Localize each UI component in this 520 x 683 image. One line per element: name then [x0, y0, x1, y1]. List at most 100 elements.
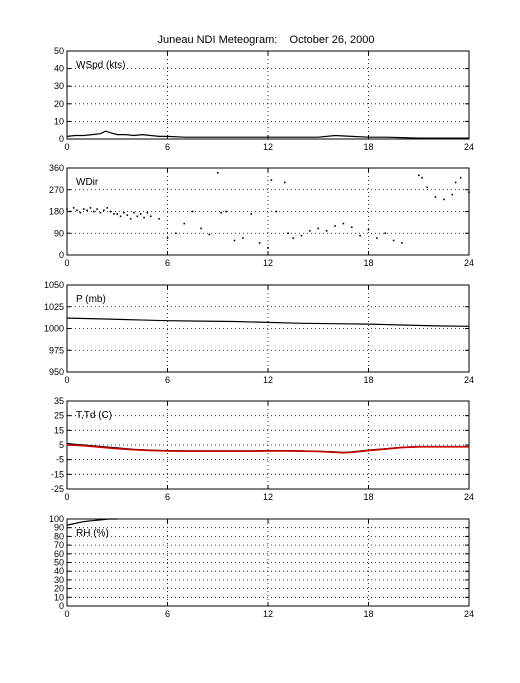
wind-dir-point	[143, 216, 145, 219]
y-tick-label: 0	[59, 250, 64, 260]
wind-dir-point	[459, 176, 462, 179]
y-tick-label: 50	[54, 46, 64, 56]
wind-dir-point	[426, 186, 428, 189]
x-tick-label: 24	[464, 375, 474, 385]
wind-dir-point	[96, 208, 98, 210]
wind-dir-point	[359, 234, 361, 237]
x-tick-label: 18	[363, 375, 373, 385]
x-tick-label: 18	[363, 142, 373, 152]
x-tick-label: 12	[263, 609, 273, 619]
y-tick-label: 1025	[44, 302, 64, 312]
series-line-0	[66, 317, 470, 327]
x-tick-label: 24	[464, 258, 474, 268]
wind-dir-point	[191, 210, 194, 213]
x-tick-label: 6	[165, 609, 170, 619]
chart-title: Juneau NDI Meteogram: October 26, 2000	[157, 34, 374, 46]
wind-dir-point	[183, 222, 186, 225]
wind-dir-point	[79, 211, 82, 214]
y-tick-label: 360	[49, 163, 64, 173]
wind-dir-point	[106, 207, 108, 209]
wind-dir-point	[342, 222, 345, 225]
wind-dir-point	[270, 179, 273, 181]
x-tick-label: 6	[165, 258, 170, 268]
panel-label: WSpd (kts)	[76, 60, 125, 71]
wind-dir-point	[103, 209, 105, 212]
wind-dir-point	[216, 172, 219, 174]
y-tick-label: 25	[54, 411, 64, 421]
wind-dir-point	[119, 215, 122, 218]
y-tick-label: -25	[51, 484, 64, 494]
wind-dir-point	[126, 214, 129, 216]
series-line-1	[66, 444, 469, 454]
series-line-0	[66, 130, 469, 139]
wind-dir-point	[287, 232, 289, 235]
x-tick-label: 6	[165, 142, 170, 152]
y-tick-label: 50	[54, 558, 64, 568]
wind-dir-point	[283, 181, 286, 184]
x-tick-label: 6	[165, 492, 170, 502]
y-tick-label: 10	[54, 592, 64, 602]
wind-dir-point	[116, 213, 119, 215]
wind-dir-point	[401, 242, 403, 244]
y-tick-label: 40	[54, 64, 64, 74]
x-tick-label: 24	[464, 609, 474, 619]
wind-dir-point	[220, 211, 222, 214]
wind-dir-point	[93, 210, 95, 213]
x-tick-label: 0	[64, 258, 69, 268]
panel-1: 0 6 12 18 24 0 90 180 270 360 WDir	[49, 163, 474, 268]
panel-label: WDir	[76, 177, 99, 188]
wind-dir-point	[99, 211, 102, 214]
x-tick-label: 0	[64, 375, 69, 385]
y-tick-label: 1050	[44, 280, 64, 290]
y-tick-label: 0	[59, 134, 64, 144]
y-tick-label: 20	[54, 584, 64, 594]
y-tick-label: 180	[49, 207, 64, 217]
x-tick-label: 18	[363, 609, 373, 619]
y-tick-label: 975	[49, 345, 64, 355]
wind-dir-point	[109, 210, 112, 213]
wind-dir-point	[292, 237, 294, 239]
wind-dir-point	[136, 215, 139, 218]
wind-dir-point	[350, 226, 353, 229]
x-tick-label: 0	[64, 142, 69, 152]
x-tick-label: 18	[363, 492, 373, 502]
x-tick-label: 12	[263, 375, 273, 385]
wind-dir-point	[392, 239, 395, 242]
wind-dir-point	[325, 230, 328, 232]
y-tick-label: 20	[54, 99, 64, 109]
wind-dir-point	[158, 217, 160, 220]
x-tick-label: 12	[263, 258, 273, 268]
wind-dir-point	[384, 232, 387, 235]
wind-dir-point	[250, 213, 253, 215]
wind-dir-point	[225, 210, 227, 213]
wind-dir-point	[267, 246, 269, 249]
y-tick-label: -5	[56, 455, 64, 465]
wind-dir-point	[149, 215, 152, 218]
x-tick-label: 0	[64, 492, 69, 502]
wind-dir-point	[76, 209, 78, 212]
wind-dir-point	[451, 193, 454, 196]
y-tick-label: 30	[54, 81, 64, 91]
y-tick-label: 80	[54, 531, 64, 541]
panel-label: P (mb)	[76, 294, 106, 305]
panel-3: 0 6 12 18 24 -25 -15 -5 5 15 25 35 T,Td (C)	[51, 396, 474, 502]
panel-0: 0 6 12 18 24 0 10 20 30 40 50 WSpd (kts)	[54, 46, 474, 152]
y-tick-label: 10	[54, 116, 64, 126]
panel-2: 0 6 12 18 24 950 975 1000 1025 1050 P (mb)	[44, 280, 474, 385]
y-tick-label: 40	[54, 566, 64, 576]
x-tick-label: 0	[64, 609, 69, 619]
y-tick-label: 35	[54, 396, 64, 406]
wind-dir-point	[300, 234, 303, 237]
series-line-0	[66, 518, 118, 526]
wind-dir-point	[233, 239, 236, 242]
wind-dir-point	[317, 227, 320, 230]
x-tick-label: 12	[263, 142, 273, 152]
wind-dir-point	[367, 228, 370, 231]
wind-dir-point	[200, 227, 202, 230]
x-tick-label: 24	[464, 492, 474, 502]
wind-dir-point	[72, 207, 75, 209]
y-tick-label: 100	[49, 514, 64, 524]
wind-dir-point	[309, 230, 311, 232]
